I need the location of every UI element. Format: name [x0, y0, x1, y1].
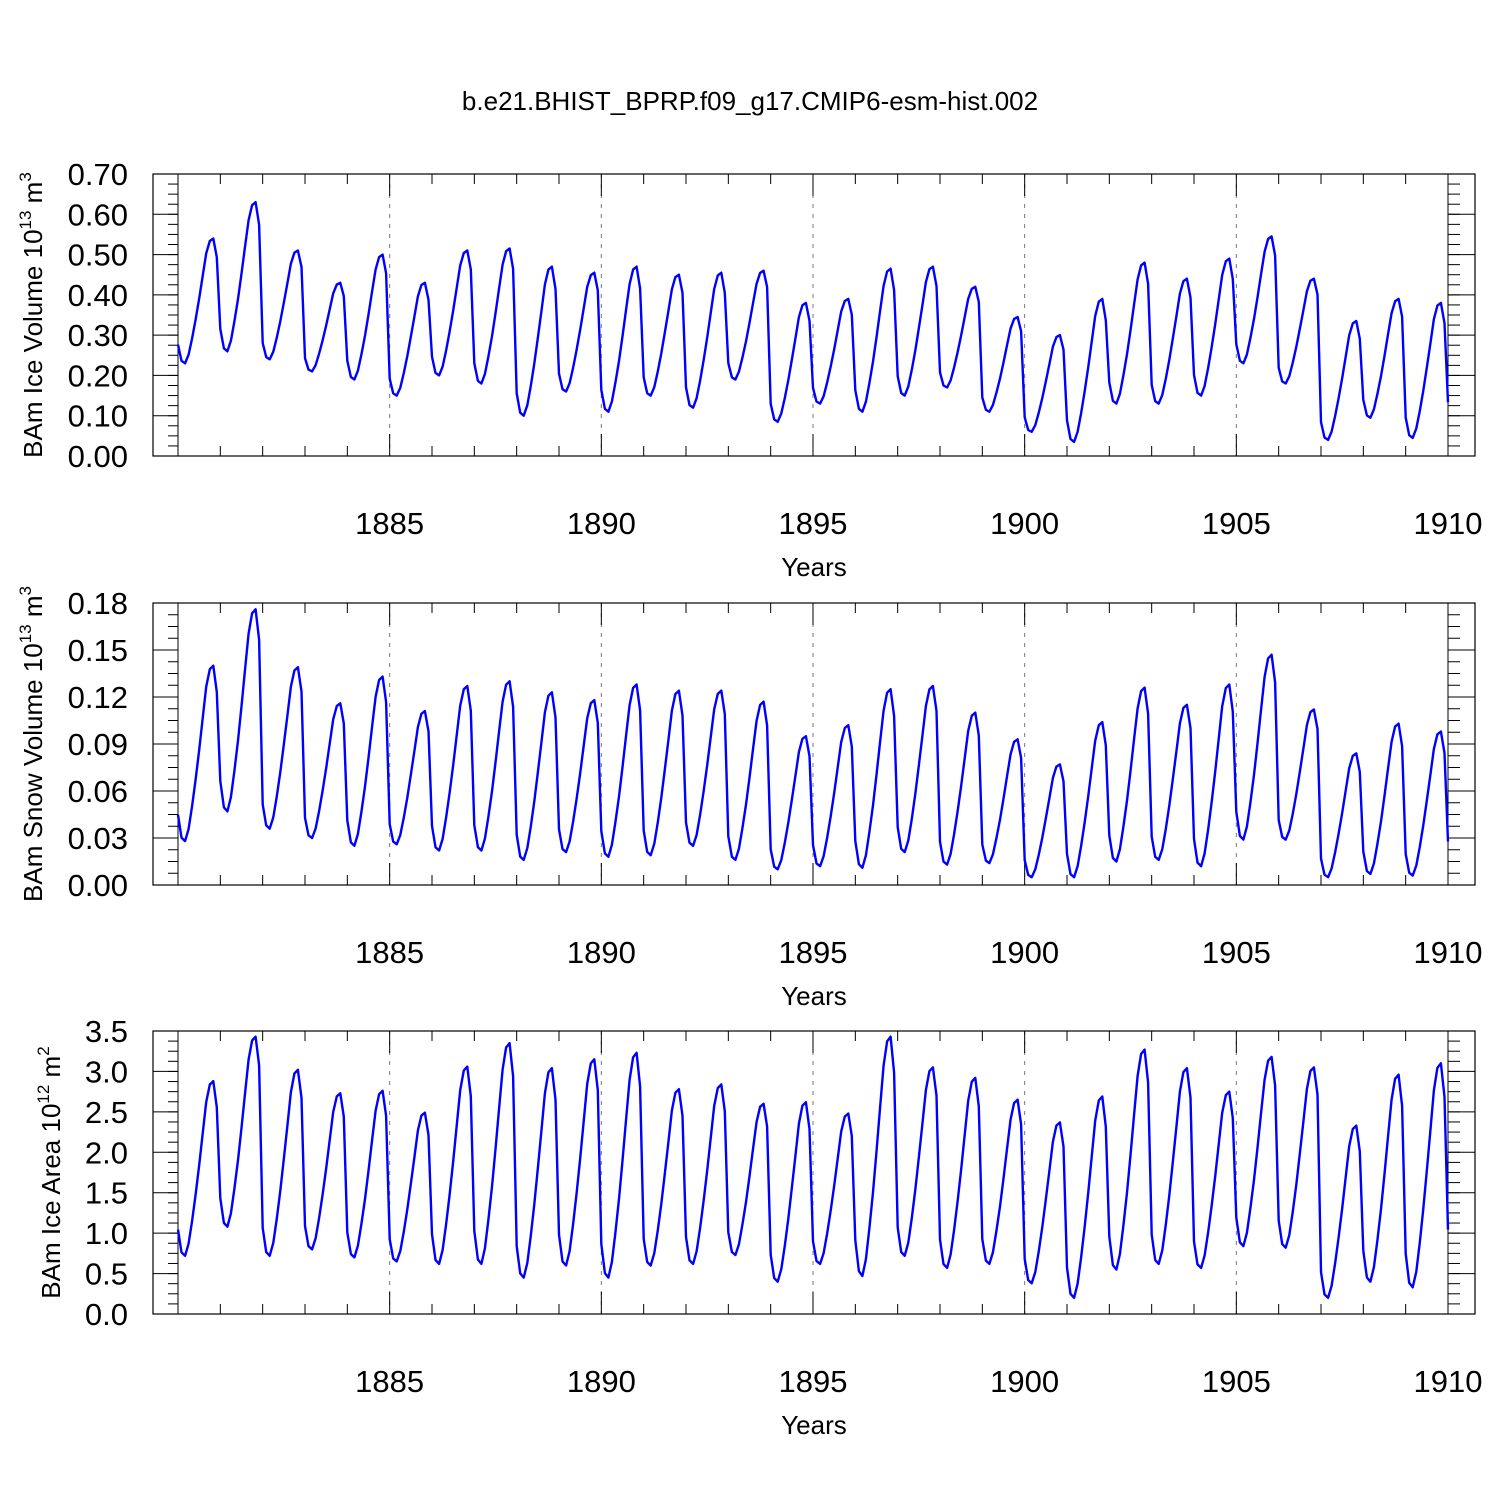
x-tick-label: 1910 [1414, 1364, 1483, 1399]
x-tick-label: 1905 [1202, 1364, 1271, 1399]
x-axis-title: Years [781, 552, 847, 582]
y-tick-label: 3.5 [85, 1014, 128, 1049]
ice-volume-panel: 0.00 0.10 0.20 0.30 0.40 0.50 0.60 0.70 1885 1890… [16, 157, 1482, 582]
x-tick-label: 1900 [990, 935, 1059, 970]
plot-frame [152, 1030, 1476, 1315]
series-line [176, 1035, 1450, 1300]
y-tick-label: 0.0 [85, 1297, 128, 1332]
ice-area-panel: 0.0 0.5 1.0 1.5 2.0 2.5 3.0 3.5 1885 1890 1895 1900… [34, 1014, 1482, 1440]
y-tick-label: 0.18 [68, 586, 128, 621]
x-tick-label: 1890 [567, 1364, 636, 1399]
y-tick-label: 0.70 [68, 157, 128, 192]
y-tick-label: 0.12 [68, 680, 128, 715]
y-tick-label: 0.40 [68, 278, 128, 313]
x-tick-label: 1900 [990, 1364, 1059, 1399]
y-axis-title: BAm Snow Volume 1013 m3 [16, 586, 48, 902]
x-tick-label: 1895 [779, 506, 848, 541]
y-tick-label: 0.10 [68, 399, 128, 434]
x-tick-label: 1900 [990, 506, 1059, 541]
x-tick-label: 1910 [1414, 506, 1483, 541]
x-tick-label: 1895 [779, 1364, 848, 1399]
y-tick-label: 0.60 [68, 197, 128, 232]
y-tick-label: 0.06 [68, 774, 128, 809]
x-tick-label: 1910 [1414, 935, 1483, 970]
y-tick-label: 0.00 [68, 439, 128, 474]
y-tick-label: 2.0 [85, 1135, 128, 1170]
y-tick-label: 0.30 [68, 318, 128, 353]
y-tick-label: 3.0 [85, 1054, 128, 1089]
x-tick-label: 1885 [355, 935, 424, 970]
x-tick-label: 1885 [355, 1364, 424, 1399]
x-tick-label: 1885 [355, 506, 424, 541]
y-tick-label: 0.15 [68, 633, 128, 668]
x-tick-label: 1890 [567, 506, 636, 541]
y-axis-title: BAm Ice Volume 1013 m3 [16, 172, 48, 458]
x-tick-label: 1895 [779, 935, 848, 970]
y-axis-title: BAm Ice Area 1012 m2 [34, 1046, 66, 1298]
y-tick-label: 0.20 [68, 358, 128, 393]
y-tick-label: 0.00 [68, 868, 128, 903]
plot-frame [152, 173, 1476, 457]
series-line [176, 200, 1450, 444]
x-axis-title: Years [781, 1410, 847, 1440]
x-tick-label: 1905 [1202, 506, 1271, 541]
y-tick-label: 0.03 [68, 821, 128, 856]
series-line [176, 608, 1450, 879]
y-tick-label: 0.50 [68, 238, 128, 273]
y-tick-label: 0.09 [68, 727, 128, 762]
x-tick-label: 1890 [567, 935, 636, 970]
snow-volume-panel: 0.00 0.03 0.06 0.09 0.12 0.15 0.18 1885 1890 1895… [16, 586, 1482, 1011]
y-tick-label: 2.5 [85, 1095, 128, 1130]
x-tick-label: 1905 [1202, 935, 1271, 970]
figure-title: b.e21.BHIST_BPRP.f09_g17.CMIP6-esm-hist.… [461, 86, 1039, 116]
y-tick-label: 0.5 [85, 1257, 128, 1292]
x-axis-title: Years [781, 981, 847, 1011]
y-tick-label: 1.5 [85, 1176, 128, 1211]
y-tick-label: 1.0 [85, 1216, 128, 1251]
